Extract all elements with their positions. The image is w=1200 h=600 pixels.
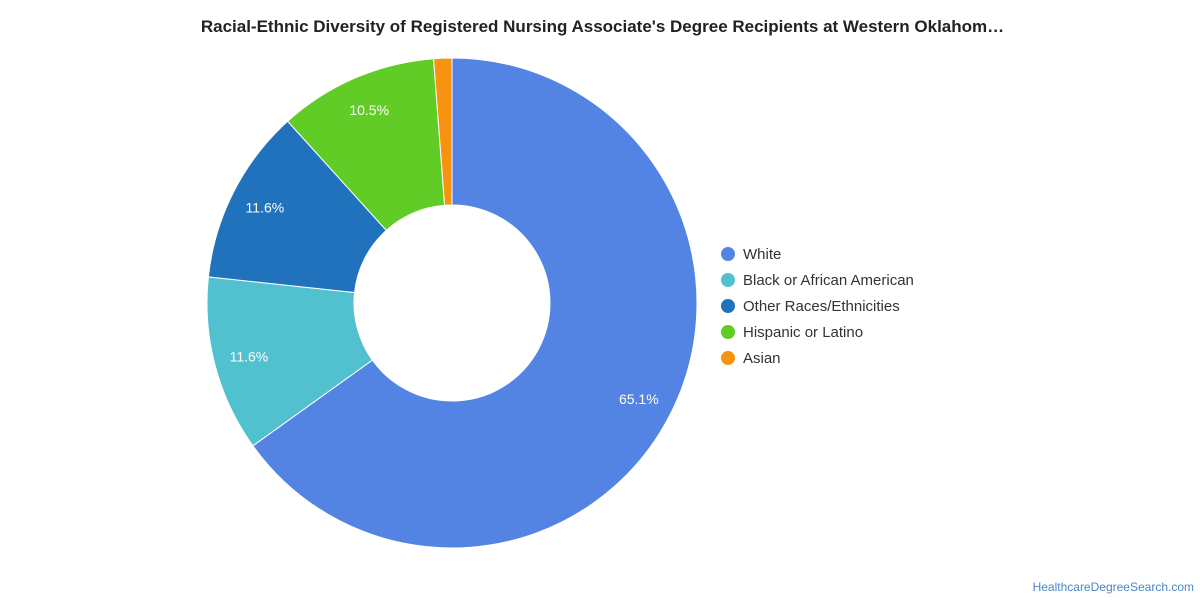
chart-title: Racial-Ethnic Diversity of Registered Nu… bbox=[200, 17, 1005, 36]
slice-other-races-ethnicities[interactable] bbox=[207, 120, 387, 294]
legend-swatch bbox=[721, 299, 735, 313]
legend-label: Asian bbox=[743, 349, 781, 367]
legend-swatch bbox=[721, 351, 735, 365]
slice-label: 10.5% bbox=[349, 102, 389, 118]
source-credit-link[interactable]: HealthcareDegreeSearch.com bbox=[1032, 580, 1194, 594]
legend-label: Black or African American bbox=[743, 271, 914, 289]
slice-label: 11.6% bbox=[230, 349, 269, 365]
legend-label: Other Races/Ethnicities bbox=[743, 297, 900, 315]
legend-item[interactable]: White bbox=[721, 241, 914, 267]
legend-swatch bbox=[721, 325, 735, 339]
slice-label: 11.6% bbox=[246, 200, 285, 216]
legend-label: Hispanic or Latino bbox=[743, 323, 864, 341]
slice-hispanic-or-latino[interactable] bbox=[286, 58, 446, 232]
slice-white[interactable] bbox=[252, 57, 698, 549]
legend-label: White bbox=[743, 245, 782, 263]
slice-black-or-african-american[interactable] bbox=[206, 276, 374, 447]
legend-item[interactable]: Hispanic or Latino bbox=[721, 319, 914, 345]
chart-legend: White Black or African American Other Race… bbox=[721, 241, 914, 371]
legend-item[interactable]: Black or African American bbox=[721, 267, 914, 293]
legend-swatch bbox=[721, 273, 735, 287]
legend-item[interactable]: Asian bbox=[721, 345, 914, 371]
slice-label: 65.1% bbox=[619, 391, 659, 407]
slice-asian[interactable] bbox=[433, 57, 453, 206]
legend-item[interactable]: Other Races/Ethnicities bbox=[721, 293, 914, 319]
legend-swatch bbox=[721, 247, 735, 261]
